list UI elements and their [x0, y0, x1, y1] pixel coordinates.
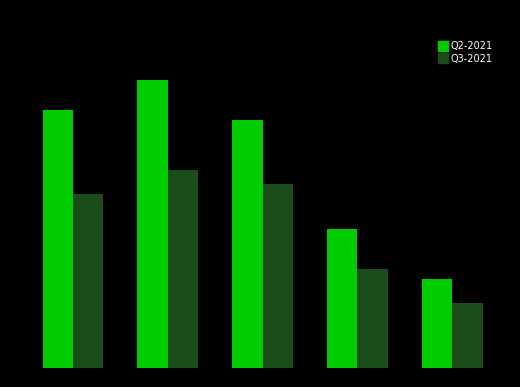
Bar — [43, 110, 73, 368]
Bar — [232, 120, 263, 368]
Legend: Q2-2021, Q3-2021: Q2-2021, Q3-2021 — [437, 39, 495, 65]
Bar — [137, 80, 168, 368]
Bar — [452, 303, 483, 368]
Bar — [263, 185, 293, 368]
Bar — [73, 194, 103, 368]
Bar — [327, 229, 357, 368]
Bar — [422, 279, 452, 368]
Bar — [357, 269, 388, 368]
Bar — [168, 170, 198, 368]
